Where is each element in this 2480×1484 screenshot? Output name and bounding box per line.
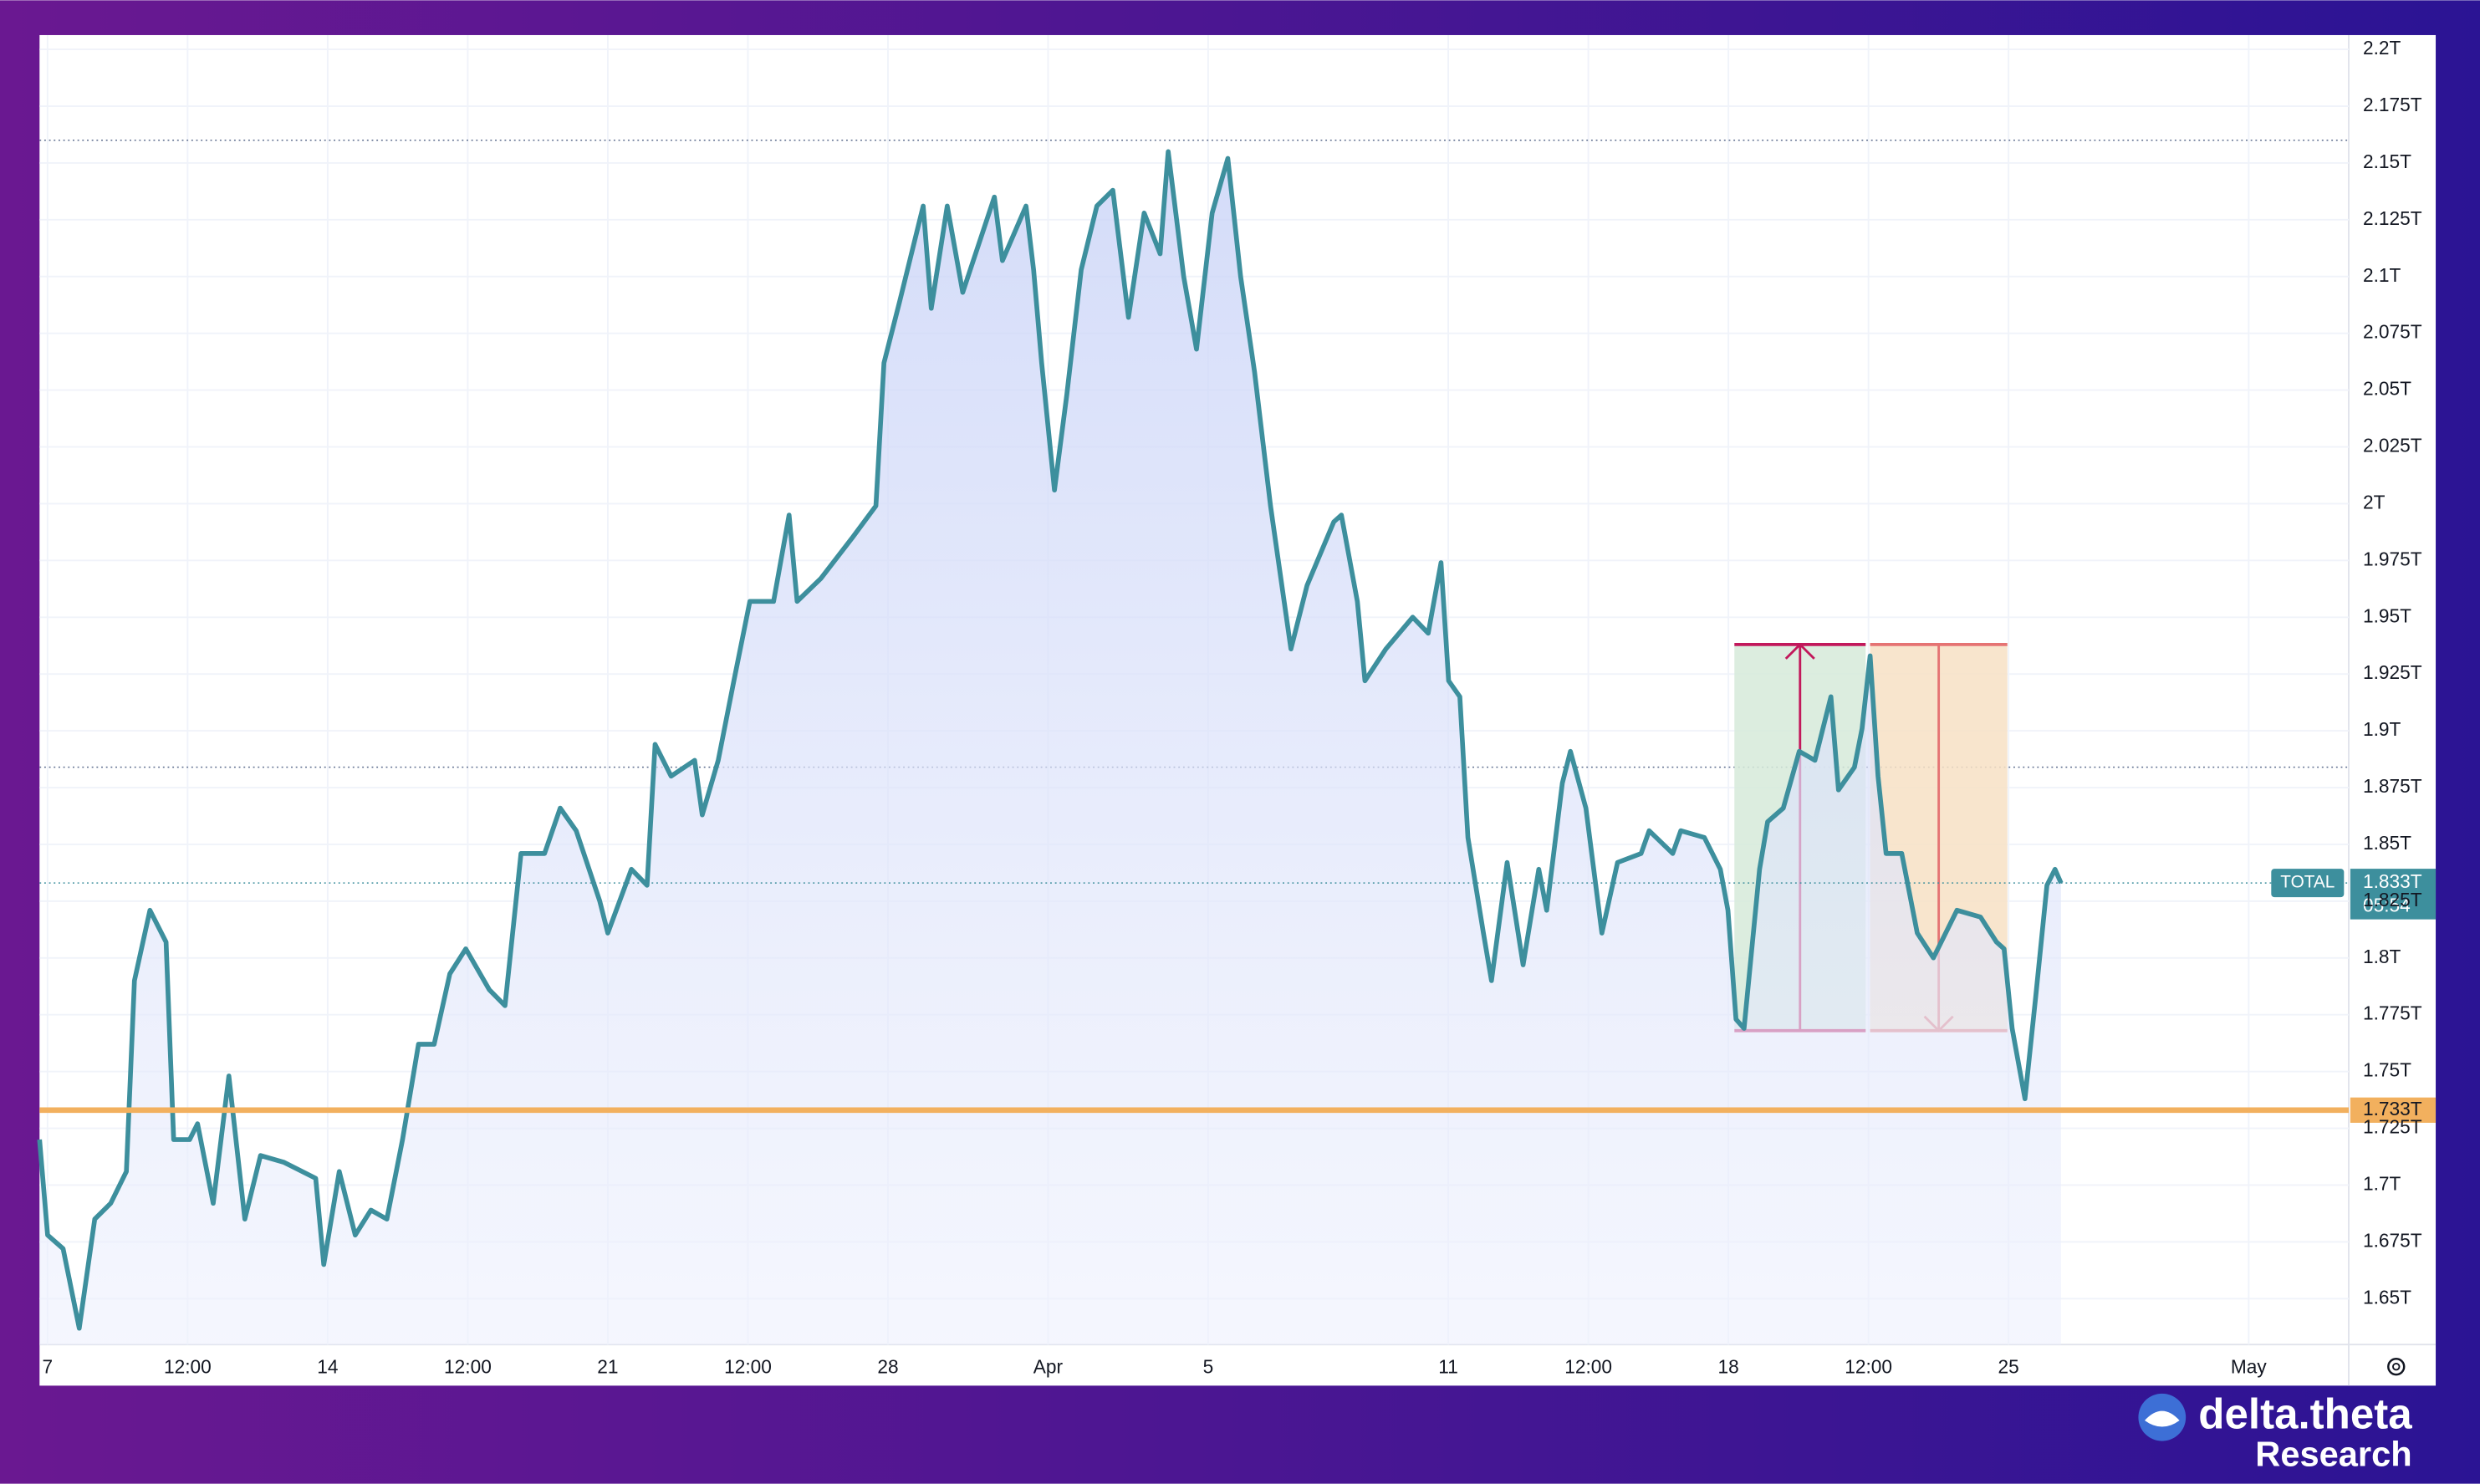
x-tick-label: 25 xyxy=(1998,1356,2019,1378)
y-tick-label: 1.925T xyxy=(2363,661,2422,683)
area xyxy=(39,151,2061,1345)
y-tick-label: 1.825T xyxy=(2363,889,2422,910)
y-tick-label: 1.875T xyxy=(2363,775,2422,797)
y-tick-label: 1.7T xyxy=(2363,1172,2401,1194)
y-tick-label: 2.1T xyxy=(2363,264,2401,286)
x-tick-label: 11 xyxy=(1438,1356,1458,1378)
y-tick-label: 1.95T xyxy=(2363,604,2411,626)
x-tick-label: 12:00 xyxy=(1845,1356,1892,1378)
line xyxy=(37,149,2064,1331)
y-tick-label: 1.75T xyxy=(2363,1059,2411,1081)
gear xyxy=(2387,1357,2406,1376)
y-tick-label: 2.075T xyxy=(2363,321,2422,343)
logo-mark xyxy=(2144,1410,2180,1427)
series-tag xyxy=(2271,869,2345,898)
brand-tagline: Research xyxy=(2255,1434,2411,1473)
countdown: 05:54 xyxy=(2363,895,2411,916)
y-tick-label: 1.65T xyxy=(2363,1286,2411,1308)
brand-logo: delta.theta Research xyxy=(2138,1390,2412,1473)
y-tick-label: 2T xyxy=(2363,491,2386,513)
x-tick-label: May xyxy=(2231,1356,2268,1378)
x-tick-label: 14 xyxy=(317,1356,338,1378)
y-tick-label: 1.85T xyxy=(2363,832,2411,854)
y-tick-label: 1.775T xyxy=(2363,1002,2422,1024)
x-tick-label: 7 xyxy=(43,1356,54,1378)
y-tick-label: 1.8T xyxy=(2363,946,2401,967)
last-price-label: 1.833T xyxy=(2363,870,2422,892)
series-name: TOTAL xyxy=(2280,873,2335,892)
support-label: 1.733T xyxy=(2363,1098,2422,1119)
gear-center xyxy=(2392,1362,2401,1371)
x-tick-label: 18 xyxy=(1717,1356,1738,1378)
x-tick-label: 21 xyxy=(597,1356,618,1378)
x-tick-label: 5 xyxy=(1203,1356,1214,1378)
x-tick-label: 12:00 xyxy=(164,1356,212,1378)
y-tick-label: 2.125T xyxy=(2363,207,2422,229)
x-tick-label: Apr xyxy=(1033,1356,1064,1378)
settings-icon[interactable] xyxy=(2387,1357,2406,1376)
x-tick-label: 12:00 xyxy=(724,1356,772,1378)
y-tick-label: 2.05T xyxy=(2363,378,2411,400)
y-tick-label: 2.15T xyxy=(2363,150,2411,172)
arrow-head xyxy=(1784,642,1815,660)
x-tick-label: 12:00 xyxy=(1564,1356,1612,1378)
support-tag xyxy=(2350,1097,2437,1123)
y-tick-label: 1.725T xyxy=(2363,1116,2422,1138)
y-tick-label: 2.2T xyxy=(2363,37,2401,59)
y-tick-label: 2.175T xyxy=(2363,94,2422,115)
brand-name: delta.theta xyxy=(2198,1390,2412,1438)
y-tick-label: 1.675T xyxy=(2363,1229,2422,1251)
price-tag xyxy=(2350,869,2437,920)
y-tick-label: 1.975T xyxy=(2363,548,2422,569)
y-tick-label: 1.9T xyxy=(2363,718,2401,740)
x-tick-label: 12:00 xyxy=(444,1356,492,1378)
x-tick-label: 28 xyxy=(877,1356,898,1378)
y-tick-label: 2.025T xyxy=(2363,435,2422,456)
